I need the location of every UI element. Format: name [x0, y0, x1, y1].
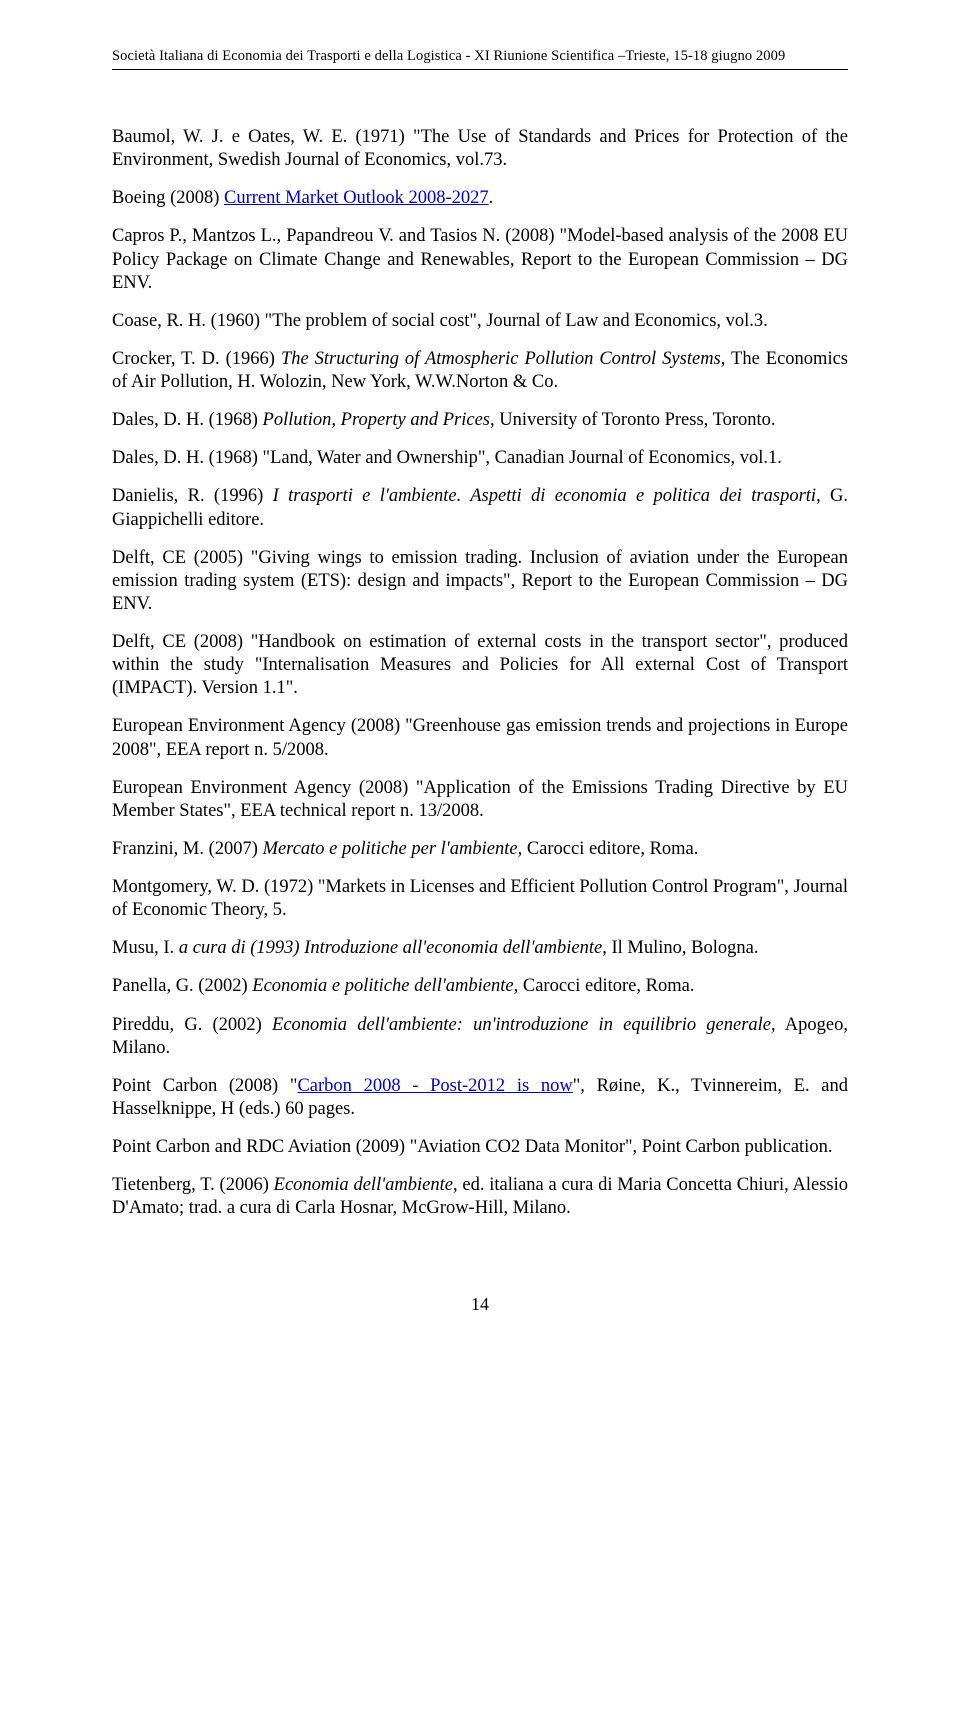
reference-entry: Musu, I. a cura di (1993) Introduzione a…	[112, 937, 848, 960]
reference-text: Montgomery, W. D. (1972) "Markets in Lic…	[112, 877, 848, 920]
reference-entry: European Environment Agency (2008) "Gree…	[112, 715, 848, 761]
reference-entry: Montgomery, W. D. (1972) "Markets in Lic…	[112, 876, 848, 922]
reference-title: Pollution, Property and Prices	[263, 410, 490, 430]
reference-entry: European Environment Agency (2008) "Appl…	[112, 777, 848, 823]
reference-link[interactable]: Carbon 2008 - Post-2012 is now	[297, 1076, 572, 1096]
reference-text: Point Carbon (2008) "	[112, 1076, 297, 1096]
reference-text: Franzini, M. (2007)	[112, 839, 263, 859]
reference-text: Capros P., Mantzos L., Papandreou V. and…	[112, 226, 848, 292]
reference-title: Economia e politiche dell'ambiente	[252, 976, 513, 996]
reference-entry: Franzini, M. (2007) Mercato e politiche …	[112, 838, 848, 861]
reference-entry: Boeing (2008) Current Market Outlook 200…	[112, 187, 848, 210]
reference-text: .	[489, 188, 494, 208]
reference-text: European Environment Agency (2008) "Appl…	[112, 778, 848, 821]
reference-entry: Point Carbon and RDC Aviation (2009) "Av…	[112, 1136, 848, 1159]
reference-text: Tietenberg, T. (2006)	[112, 1175, 274, 1195]
reference-text: Danielis, R. (1996)	[112, 486, 273, 506]
reference-text: Pireddu, G. (2002)	[112, 1015, 272, 1035]
reference-title: a cura di (1993) Introduzione all'econom…	[179, 938, 602, 958]
reference-link[interactable]: Current Market Outlook 2008-2027	[224, 188, 489, 208]
reference-text: Dales, D. H. (1968) "Land, Water and Own…	[112, 448, 782, 468]
reference-text: Delft, CE (2008) "Handbook on estimation…	[112, 632, 848, 698]
reference-text: , Il Mulino, Bologna.	[602, 938, 758, 958]
header-rule	[112, 69, 848, 70]
running-head: Società Italiana di Economia dei Traspor…	[112, 48, 848, 65]
references-list: Baumol, W. J. e Oates, W. E. (1971) "The…	[112, 126, 848, 1220]
reference-entry: Pireddu, G. (2002) Economia dell'ambient…	[112, 1014, 848, 1060]
reference-entry: Baumol, W. J. e Oates, W. E. (1971) "The…	[112, 126, 848, 172]
reference-entry: Delft, CE (2005) "Giving wings to emissi…	[112, 547, 848, 616]
reference-text: Delft, CE (2005) "Giving wings to emissi…	[112, 548, 848, 614]
reference-title: The Structuring of Atmospheric Pollution…	[281, 349, 721, 369]
reference-title: Economia dell'ambiente	[274, 1175, 453, 1195]
page-number: 14	[112, 1294, 848, 1315]
reference-text: Coase, R. H. (1960) "The problem of soci…	[112, 311, 768, 331]
reference-entry: Dales, D. H. (1968) "Land, Water and Own…	[112, 447, 848, 470]
reference-text: , Carocci editore, Roma.	[514, 976, 695, 996]
reference-text: Point Carbon and RDC Aviation (2009) "Av…	[112, 1137, 832, 1157]
page-container: Società Italiana di Economia dei Traspor…	[0, 0, 960, 1355]
reference-title: I trasporti e l'ambiente. Aspetti di eco…	[273, 486, 816, 506]
reference-entry: Coase, R. H. (1960) "The problem of soci…	[112, 310, 848, 333]
reference-title: Economia dell'ambiente: un'introduzione …	[272, 1015, 771, 1035]
reference-text: Boeing (2008)	[112, 188, 224, 208]
reference-text: Dales, D. H. (1968)	[112, 410, 263, 430]
reference-entry: Delft, CE (2008) "Handbook on estimation…	[112, 631, 848, 700]
reference-entry: Tietenberg, T. (2006) Economia dell'ambi…	[112, 1174, 848, 1220]
reference-text: , Carocci editore, Roma.	[518, 839, 699, 859]
reference-title: Mercato e politiche per l'ambiente	[263, 839, 518, 859]
reference-entry: Capros P., Mantzos L., Papandreou V. and…	[112, 225, 848, 294]
reference-text: Crocker, T. D. (1966)	[112, 349, 281, 369]
reference-text: Musu, I.	[112, 938, 179, 958]
reference-entry: Point Carbon (2008) "Carbon 2008 - Post-…	[112, 1075, 848, 1121]
reference-text: European Environment Agency (2008) "Gree…	[112, 716, 848, 759]
reference-entry: Danielis, R. (1996) I trasporti e l'ambi…	[112, 485, 848, 531]
reference-entry: Crocker, T. D. (1966) The Structuring of…	[112, 348, 848, 394]
reference-text: Baumol, W. J. e Oates, W. E. (1971) "The…	[112, 127, 848, 170]
reference-entry: Dales, D. H. (1968) Pollution, Property …	[112, 409, 848, 432]
reference-text: , University of Toronto Press, Toronto.	[490, 410, 776, 430]
reference-entry: Panella, G. (2002) Economia e politiche …	[112, 975, 848, 998]
reference-text: Panella, G. (2002)	[112, 976, 252, 996]
